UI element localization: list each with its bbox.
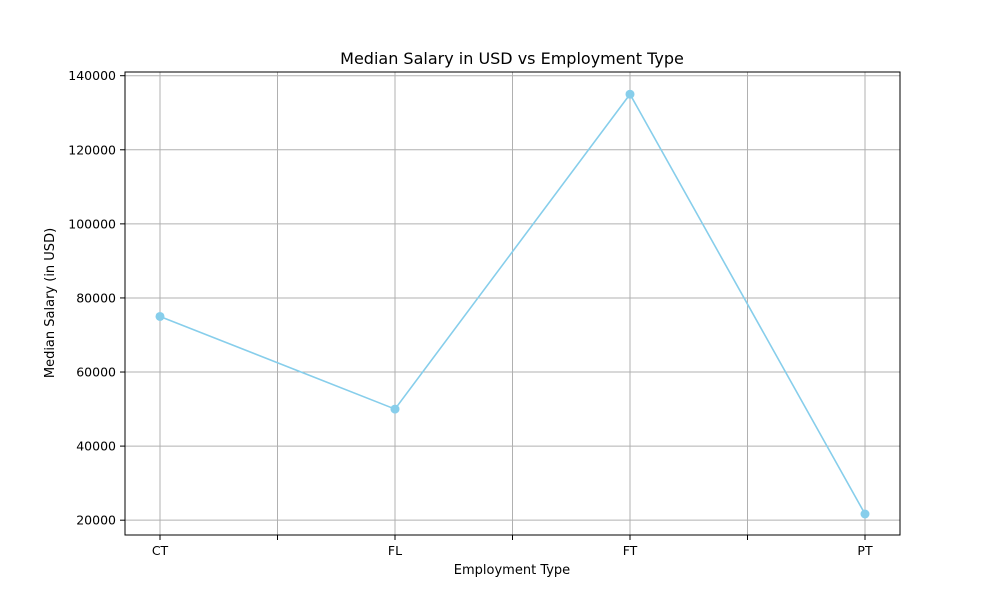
x-tick-label: FT xyxy=(623,543,638,558)
grid-layer xyxy=(125,72,900,535)
y-tick-label: 100000 xyxy=(68,216,116,231)
y-axis-label: Median Salary (in USD) xyxy=(43,228,58,378)
y-tick-label: 20000 xyxy=(76,513,116,528)
y-tick-label: 120000 xyxy=(68,142,116,157)
x-tick-label: FL xyxy=(388,543,402,558)
data-point-FT xyxy=(625,89,635,99)
y-tick-label: 80000 xyxy=(76,290,116,305)
ticks-layer: CT FL FT PT 20000 40000 60000 80000 100000 120000… xyxy=(68,68,873,558)
y-tick-label: 40000 xyxy=(76,439,116,454)
data-point-FL xyxy=(390,404,400,414)
x-tick-label: CT xyxy=(152,543,169,558)
data-point-PT xyxy=(860,509,870,519)
series-line xyxy=(159,92,866,515)
x-axis-label: Employment Type xyxy=(454,563,570,578)
x-tick-label: PT xyxy=(857,543,873,558)
series-layer xyxy=(155,89,870,519)
y-tick-label: 60000 xyxy=(76,365,116,380)
chart-title: Median Salary in USD vs Employment Type xyxy=(340,49,684,68)
data-point-CT xyxy=(155,311,165,321)
y-tick-label: 140000 xyxy=(68,68,116,83)
